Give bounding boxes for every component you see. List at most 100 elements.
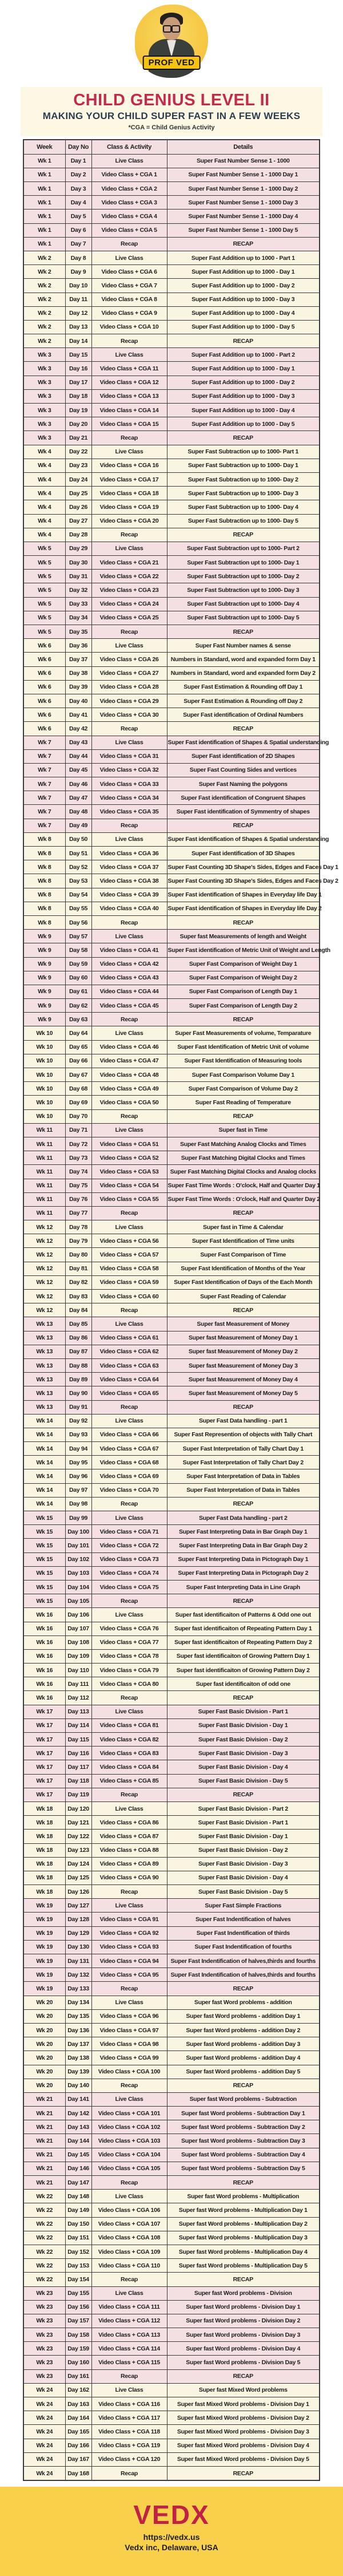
table-row: Wk 6 Day 41 Video Class + CGA 30 Super F… (23, 708, 320, 722)
table-row: Wk 22 Day 152 Video Class + CGA 109 Supe… (23, 2244, 320, 2259)
table-row: Wk 8 Day 56 Recap RECAP (23, 915, 320, 930)
cell-details: Super Fast identification of Shapes in E… (166, 887, 322, 902)
table-row: Wk 13 Day 90 Video Class + CGA 65 Super … (23, 1386, 320, 1401)
cell-activity: Video Class + CGA 32 (91, 762, 167, 778)
cell-details: Super Fast Addition up to 1000 - Part 2 (166, 347, 320, 362)
cell-week: Wk 12 (23, 1275, 66, 1290)
col-header-details: Details (166, 139, 320, 155)
cell-week: Wk 20 (23, 2078, 66, 2093)
cell-day: Day 8 (65, 250, 92, 266)
cell-week: Wk 10 (23, 1109, 66, 1124)
table-row: Wk 20 Day 139 Video Class + CGA 100 Supe… (23, 2064, 320, 2079)
cell-details: Super Fast Estimation & Rounding off Day… (166, 693, 320, 709)
cell-activity: Recap (91, 1012, 167, 1027)
cell-details: RECAP (166, 236, 320, 251)
cell-week: Wk 2 (23, 334, 66, 349)
cell-day: Day 78 (65, 1220, 92, 1235)
table-row: Wk 15 Day 102 Video Class + CGA 73 Super… (23, 1552, 320, 1567)
cell-activity: Video Class + CGA 87 (91, 1829, 167, 1844)
cell-details: Super Fast Time Words : O'clock, Half an… (166, 1192, 320, 1207)
table-row: Wk 1 Day 5 Video Class + CGA 4 Super Fas… (23, 209, 320, 224)
cell-day: Day 137 (65, 2037, 92, 2052)
cell-day: Day 138 (65, 2050, 92, 2065)
table-row: Wk 12 Day 81 Video Class + CGA 58 Super … (23, 1261, 320, 1276)
table-row: Wk 18 Day 126 Recap Super Fast Basic Div… (23, 1884, 320, 1899)
table-row: Wk 16 Day 111 Video Class + CGA 80 Super… (23, 1677, 320, 1692)
table-row: Wk 15 Day 101 Video Class + CGA 72 Super… (23, 1538, 320, 1553)
cell-details: Super fast Word problems - addition Day … (166, 2022, 320, 2038)
cell-week: Wk 12 (23, 1261, 66, 1276)
cell-activity: Video Class + CGA 94 (91, 1953, 167, 1969)
cell-day: Day 105 (65, 1594, 92, 1609)
cell-day: Day 142 (65, 2106, 92, 2121)
cell-activity: Recap (91, 1787, 167, 1802)
cell-activity: Recap (91, 721, 167, 736)
cell-details: Super Fast Comparison of Length Day 1 (166, 984, 320, 999)
table-row: Wk 17 Day 117 Video Class + CGA 84 Super… (23, 1760, 320, 1775)
cell-day: Day 31 (65, 569, 92, 584)
cell-details: Super Fast Comparison of Weight Day 2 (166, 970, 320, 985)
cell-details: RECAP (166, 1206, 320, 1221)
table-row: Wk 5 Day 33 Video Class + CGA 24 Super F… (23, 596, 320, 611)
cell-day: Day 159 (65, 2341, 92, 2356)
cell-week: Wk 8 (23, 887, 66, 902)
table-row: Wk 7 Day 47 Video Class + CGA 34 Super F… (23, 791, 320, 805)
cell-details: Super fast identificaiton of Patterns & … (166, 1607, 320, 1622)
table-row: Wk 2 Day 12 Video Class + CGA 9 Super Fa… (23, 306, 320, 321)
avatar-name-chip: PROF VED (142, 56, 201, 70)
cell-details: Super fast Word problems - Division Day … (166, 2313, 320, 2329)
cell-details: Super Fast Basic Division - Day 4 (166, 1870, 320, 1886)
table-row: Wk 9 Day 57 Live Class Super fast Measur… (23, 929, 320, 944)
table-row: Wk 12 Day 84 Recap RECAP (23, 1303, 320, 1318)
cell-activity: Video Class + CGA 82 (91, 1732, 167, 1747)
table-row: Wk 1 Day 3 Video Class + CGA 2 Super Fas… (23, 181, 320, 196)
cell-day: Day 123 (65, 1843, 92, 1858)
table-row: Wk 17 Day 113 Live Class Super Fast Basi… (23, 1704, 320, 1719)
cell-week: Wk 19 (23, 1926, 66, 1941)
cell-day: Day 165 (65, 2424, 92, 2439)
cell-week: Wk 18 (23, 1843, 66, 1858)
footer-url-link[interactable]: https://vedx.us (143, 2532, 200, 2542)
table-row: Wk 17 Day 118 Video Class + CGA 85 Super… (23, 1773, 320, 1788)
cell-week: Wk 9 (23, 998, 66, 1013)
cell-details: Super fast Word problems - Division Day … (166, 2328, 320, 2342)
cell-activity: Video Class + CGA 63 (91, 1358, 167, 1373)
cell-details: Super Fast Indentification of halves,thi… (166, 1967, 320, 1982)
cell-activity: Recap (91, 2272, 167, 2287)
cell-day: Day 108 (65, 1635, 92, 1650)
cell-day: Day 26 (65, 500, 92, 515)
cell-day: Day 46 (65, 777, 92, 792)
cell-activity: Live Class (91, 1123, 167, 1137)
cell-day: Day 162 (65, 2383, 92, 2398)
cell-details: Super Fast Subtraction upt to 1000- Day … (166, 583, 320, 598)
cell-week: Wk 8 (23, 915, 66, 930)
cell-day: Day 146 (65, 2161, 92, 2176)
cell-details: RECAP (166, 1496, 320, 1512)
cell-week: Wk 16 (23, 1635, 66, 1650)
cell-day: Day 65 (65, 1040, 92, 1054)
table-row: Wk 5 Day 30 Video Class + CGA 21 Super F… (23, 555, 320, 570)
cell-day: Day 161 (65, 2369, 92, 2384)
cell-day: Day 5 (65, 209, 92, 224)
cell-details: Super Fast Number Sense 1 - 1000 Day 3 (166, 195, 320, 210)
cell-day: Day 55 (65, 901, 92, 916)
cell-details: Super Fast Counting 3D Shape's Sides, Ed… (166, 860, 338, 875)
cell-activity: Video Class + CGA 24 (91, 596, 167, 611)
cell-details: Super Fast Number Sense 1 - 1000 (166, 153, 320, 168)
cell-activity: Video Class + CGA 41 (91, 943, 167, 958)
cell-day: Day 9 (65, 264, 92, 279)
cell-day: Day 85 (65, 1317, 92, 1332)
cell-week: Wk 4 (23, 486, 66, 501)
cell-day: Day 88 (65, 1358, 92, 1373)
cell-activity: Video Class + CGA 78 (91, 1649, 167, 1664)
cell-activity: Video Class + CGA 93 (91, 1939, 167, 1955)
cell-week: Wk 18 (23, 1884, 66, 1899)
cell-details: Super Fast Basic Division - Day 2 (166, 1732, 320, 1747)
table-row: Wk 16 Day 106 Live Class Super fast iden… (23, 1607, 320, 1622)
cell-activity: Video Class + CGA 54 (91, 1178, 167, 1193)
cell-week: Wk 20 (23, 2022, 66, 2038)
cell-activity: Video Class + CGA 120 (91, 2452, 167, 2467)
table-row: Wk 21 Day 147 Recap RECAP (23, 2175, 320, 2190)
cell-day: Day 22 (65, 444, 92, 459)
cell-week: Wk 24 (23, 2452, 66, 2467)
